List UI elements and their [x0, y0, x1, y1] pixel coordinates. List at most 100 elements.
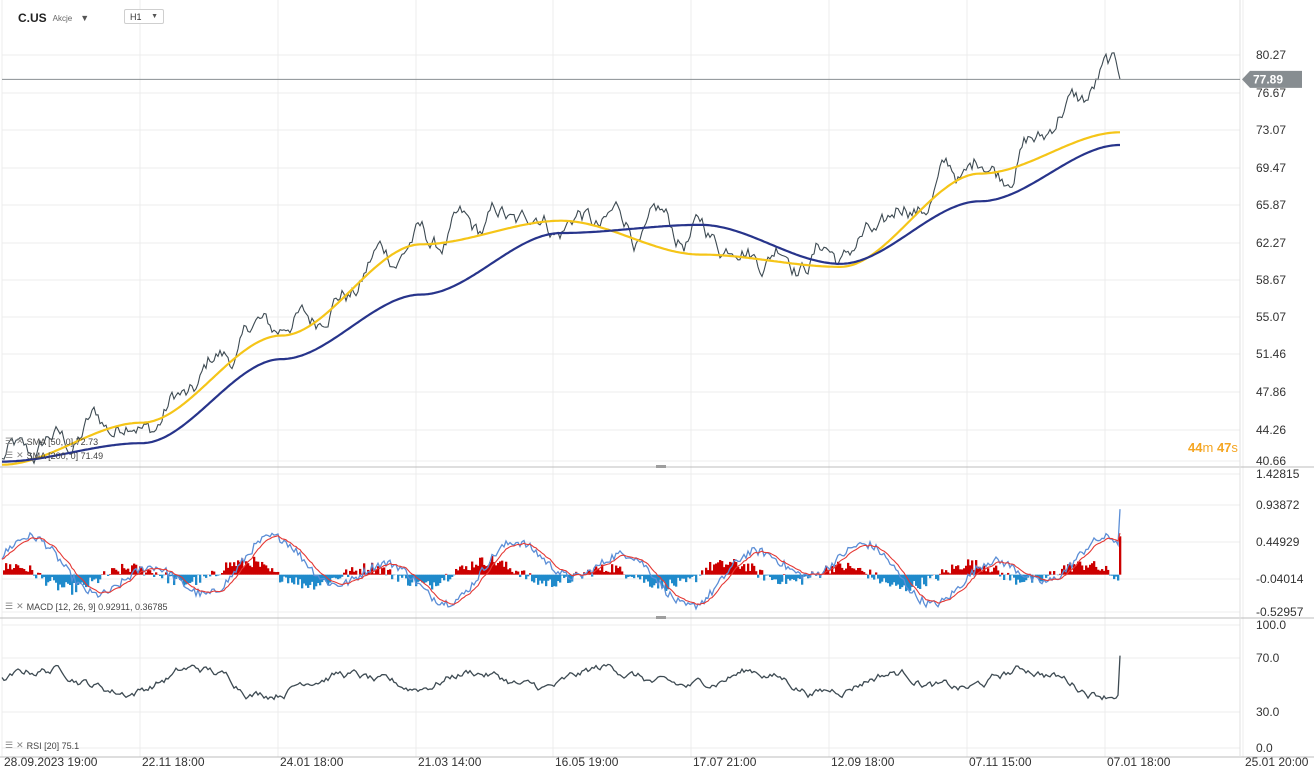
macd-histogram-bar [859, 567, 862, 575]
macd-histogram-bar [753, 565, 756, 575]
macd-histogram-bar [375, 569, 378, 575]
macd-histogram-bar [783, 574, 786, 575]
macd-histogram-bar [1041, 574, 1044, 582]
macd-histogram-bar [849, 566, 852, 575]
macd-histogram-bar [865, 573, 868, 575]
macd-histogram-bar [3, 570, 6, 575]
macd-histogram-bar [95, 574, 98, 579]
macd-histogram-bar [547, 574, 550, 581]
macd-histogram-bar [689, 574, 692, 579]
macd-histogram-bar [17, 565, 20, 575]
menu-icon[interactable]: ☰ [5, 436, 14, 446]
macd-histogram-bar [353, 571, 356, 575]
macd-histogram-bar [687, 574, 690, 578]
macd-histogram-bar [191, 574, 194, 582]
macd-histogram-bar [941, 569, 944, 575]
macd-histogram-bar [487, 565, 490, 575]
macd-histogram-bar [471, 561, 474, 575]
menu-icon[interactable]: ☰ [5, 450, 14, 460]
macd-histogram-bar [899, 574, 902, 589]
chevron-down-icon: ▼ [151, 13, 158, 20]
close-icon[interactable]: ✕ [16, 450, 24, 460]
macd-histogram-bar [291, 574, 294, 583]
macd-histogram-bar [239, 562, 242, 575]
macd-histogram-bar [931, 574, 934, 576]
macd-histogram-bar [121, 563, 124, 575]
x-tick-label: 24.01 18:00 [280, 755, 344, 769]
macd-histogram-bar [277, 571, 280, 575]
macd-histogram-bar [231, 566, 234, 575]
macd-histogram-bar [615, 565, 618, 575]
macd-histogram-bar [953, 568, 956, 575]
x-tick-label: 17.07 21:00 [693, 755, 757, 769]
macd-histogram-bar [845, 568, 848, 575]
macd-histogram-bar [553, 574, 556, 587]
macd-histogram-bar [889, 574, 892, 587]
menu-icon[interactable]: ☰ [5, 740, 14, 750]
macd-histogram-bar [525, 574, 528, 580]
macd-histogram-bar [633, 574, 636, 579]
chevron-down-icon[interactable]: ▼ [80, 13, 90, 23]
macd-histogram-bar [959, 569, 962, 575]
macd-histogram-bar [837, 561, 840, 575]
macd-histogram-bar [757, 574, 760, 578]
y-tick-label: 80.27 [1256, 48, 1286, 62]
macd-histogram-bar [1095, 566, 1098, 575]
menu-icon[interactable]: ☰ [5, 601, 14, 611]
macd-histogram-bar [737, 566, 740, 575]
macd-histogram-bar [691, 574, 694, 577]
macd-histogram-bar [297, 574, 300, 585]
macd-histogram-bar [767, 574, 770, 576]
macd-histogram-bar [1077, 561, 1080, 575]
countdown-seconds: 47 [1216, 440, 1232, 455]
macd-histogram-bar [1059, 573, 1062, 575]
sma200-legend: ☰ ✕ SMA [200, 0] 71.49 [5, 450, 103, 461]
close-icon[interactable]: ✕ [16, 601, 24, 611]
macd-histogram-bar [1091, 563, 1094, 575]
macd-histogram-bar [551, 574, 554, 587]
symbol-header[interactable]: C.US Akcje ▼ [18, 9, 89, 27]
macd-histogram-bar [77, 574, 80, 585]
macd-histogram-bar [279, 574, 282, 583]
macd-histogram-bar [769, 574, 772, 578]
macd-histogram-bar [119, 573, 122, 575]
macd-histogram-bar [785, 574, 788, 584]
macd-histogram-bar [927, 574, 930, 576]
macd-histogram-bar [431, 574, 434, 590]
macd-histogram-bar [505, 561, 508, 575]
macd-histogram-bar [705, 567, 708, 575]
macd-histogram-bar [31, 570, 34, 575]
macd-histogram-bar [493, 562, 496, 575]
y-tick-label: 55.07 [1256, 310, 1286, 324]
macd-histogram-bar [507, 569, 510, 575]
sma200-line [2, 143, 1120, 463]
macd-histogram-bar [877, 574, 880, 579]
macd-histogram-bar [621, 571, 624, 575]
macd-histogram-bar [503, 566, 506, 575]
macd-histogram-bar [749, 570, 752, 575]
macd-histogram-bar [223, 570, 226, 575]
macd-histogram-bar [999, 574, 1002, 577]
macd-histogram-bar [599, 570, 602, 575]
macd-histogram-bar [829, 573, 832, 575]
macd-histogram-bar [489, 561, 492, 575]
macd-histogram-bar [887, 574, 890, 584]
macd-histogram-bar [163, 574, 166, 576]
timeframe-select[interactable]: H1 ▼ [124, 9, 164, 24]
close-icon[interactable]: ✕ [16, 436, 24, 446]
macd-histogram-bar [195, 574, 198, 585]
macd-histogram-bar [319, 574, 322, 586]
macd-histogram-bar [1019, 574, 1022, 583]
macd-histogram-bar [161, 574, 164, 579]
y-tick-label: 62.27 [1256, 236, 1286, 250]
macd-histogram-bar [967, 559, 970, 575]
macd-histogram-bar [711, 570, 714, 575]
macd-histogram-bar [619, 566, 622, 575]
macd-histogram-bar [875, 572, 878, 575]
macd-histogram-bar [1099, 570, 1102, 575]
close-icon[interactable]: ✕ [16, 740, 24, 750]
macd-histogram-bar [1001, 572, 1004, 575]
macd-histogram-bar [261, 561, 264, 575]
macd-histogram-bar [1031, 574, 1034, 583]
